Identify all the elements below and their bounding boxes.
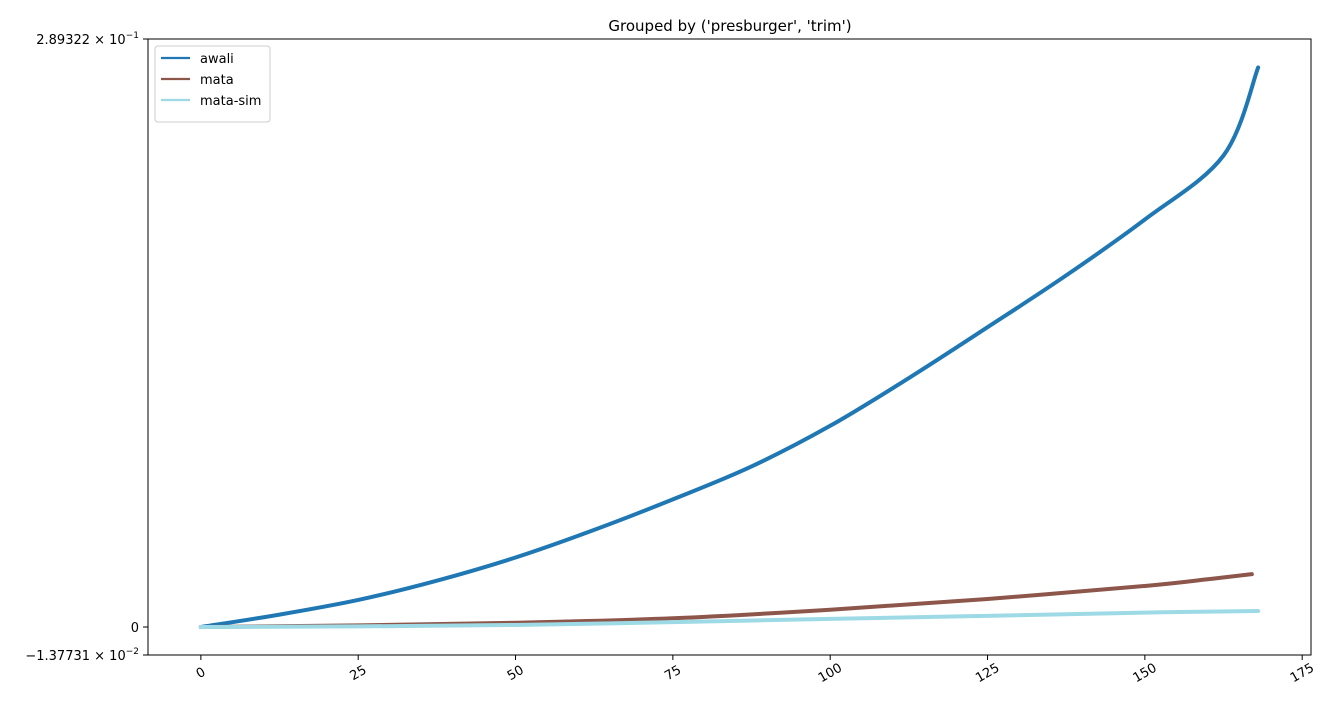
series-line-awali <box>198 65 1261 630</box>
y-axis: 2.89322 × 10−1 0 −1.37731 × 10−2 <box>25 31 148 664</box>
x-tick-label: 125 <box>973 661 1002 686</box>
legend-label-mata: mata <box>200 73 234 88</box>
chart-title: Grouped by ('presburger', 'trim') <box>608 17 851 35</box>
x-tick-label: 50 <box>505 663 527 684</box>
x-tick-label: 175 <box>1288 661 1317 686</box>
legend-label-mata-sim: mata-sim <box>200 94 261 109</box>
series-line-mata-sim <box>198 608 1261 630</box>
plot-frame <box>147 38 1312 656</box>
legend-label-awali: awali <box>200 52 234 67</box>
legend-box <box>154 45 271 123</box>
x-tick-label: 100 <box>816 661 845 686</box>
x-tick-label: 150 <box>1131 661 1160 686</box>
x-tick-label: 25 <box>348 663 370 684</box>
x-tick-label: 75 <box>662 663 684 684</box>
y-tick-label: −1.37731 × 10−2 <box>25 647 139 664</box>
y-tick-label: 2.89322 × 10−1 <box>36 31 139 48</box>
y-tick-label: 0 <box>131 621 139 636</box>
x-tick-label: 0 <box>194 665 209 682</box>
legend: awali mata mata-sim <box>154 45 271 123</box>
x-axis: 0 25 50 75 100 125 150 175 <box>194 655 1317 686</box>
series-lines <box>198 65 1261 630</box>
